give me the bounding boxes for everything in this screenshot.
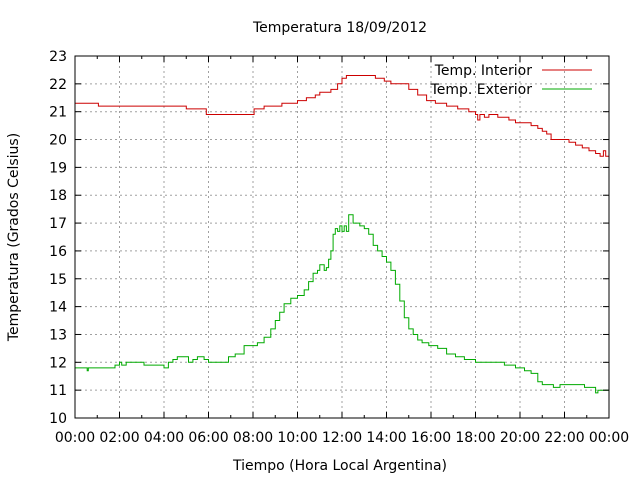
x-axis-label: Tiempo (Hora Local Argentina) [232, 458, 447, 474]
x-tick-label: 06:00 [188, 430, 228, 446]
series-line-interior [75, 75, 610, 157]
y-tick-label: 19 [49, 160, 67, 176]
y-tick-label: 12 [49, 355, 67, 371]
grid-lines [75, 56, 609, 418]
y-tick-label: 23 [49, 49, 67, 65]
legend-label-interior: Temp. Interior [434, 63, 533, 79]
x-tick-label: 00:00 [589, 430, 629, 446]
x-tick-label: 10:00 [277, 430, 317, 446]
x-tick-label: 22:00 [544, 430, 584, 446]
x-tick-label: 14:00 [366, 430, 406, 446]
series-lines [75, 75, 610, 394]
y-tick-label: 21 [49, 105, 67, 121]
y-tick-label: 16 [49, 244, 67, 260]
y-tick-label: 18 [49, 188, 67, 204]
x-tick-label: 08:00 [233, 430, 273, 446]
y-tick-label: 20 [49, 133, 67, 149]
y-tick-label: 22 [49, 77, 67, 93]
x-tick-label: 18:00 [455, 430, 495, 446]
y-tick-label: 13 [49, 327, 67, 343]
y-tick-label: 14 [49, 300, 67, 316]
legend: Temp. Interior Temp. Exterior [430, 63, 592, 98]
x-tick-label: 00:00 [55, 430, 95, 446]
legend-label-exterior: Temp. Exterior [430, 82, 533, 98]
plot-frame [74, 55, 610, 419]
y-tick-label: 17 [49, 216, 67, 232]
x-tick-label: 12:00 [322, 430, 362, 446]
x-tick-label: 16:00 [411, 430, 451, 446]
y-axis-label: Temperatura (Grados Celsius) [6, 133, 22, 342]
chart-title: Temperatura 18/09/2012 [252, 20, 427, 36]
y-tick-label: 15 [49, 272, 67, 288]
y-tick-label: 10 [49, 411, 67, 427]
x-tick-label: 04:00 [144, 430, 184, 446]
y-tick-label: 11 [49, 383, 67, 399]
x-tick-label: 02:00 [99, 430, 139, 446]
x-tick-label: 20:00 [500, 430, 540, 446]
series-line-exterior [75, 214, 610, 394]
